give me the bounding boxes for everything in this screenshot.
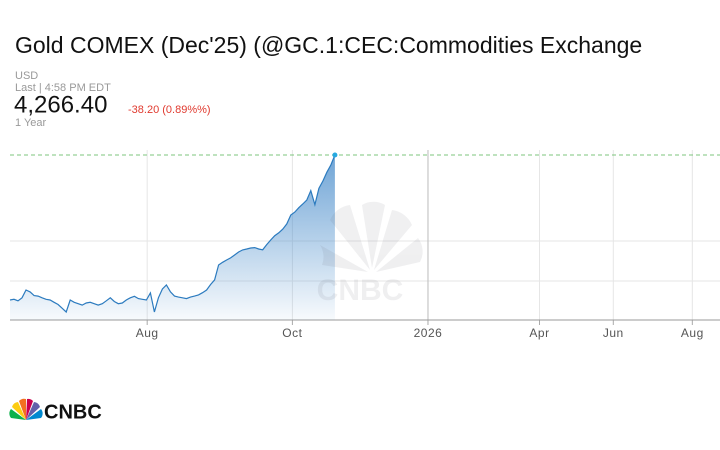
x-tick-label: Apr — [529, 326, 549, 340]
range: 1 Year — [15, 117, 47, 129]
x-tick-label: Aug — [681, 326, 704, 340]
area — [10, 155, 335, 320]
logo-text: CNBC — [44, 401, 102, 423]
chart-title: Gold COMEX (Dec'25) (@GC.1:CEC:Commoditi… — [15, 32, 642, 58]
watermark-text: CNBC — [317, 274, 404, 307]
last-time: Last | 4:58 PM EDT — [15, 82, 111, 94]
x-tick-label: Oct — [282, 326, 302, 340]
last-point — [332, 152, 338, 158]
currency: USD — [15, 70, 38, 82]
x-tick-label: 2026 — [414, 326, 443, 340]
change: -38.20 (0.89%%) — [128, 104, 211, 116]
logo: CNBC — [9, 398, 102, 423]
watermark: CNBC — [317, 201, 423, 307]
price: 4,266.40 — [14, 91, 107, 118]
x-tick-label: Jun — [603, 326, 624, 340]
line — [9, 154, 336, 314]
x-tick-label: Aug — [136, 326, 159, 340]
plot-area: Aug Oct 2026 Apr Jun Aug — [9, 150, 720, 340]
